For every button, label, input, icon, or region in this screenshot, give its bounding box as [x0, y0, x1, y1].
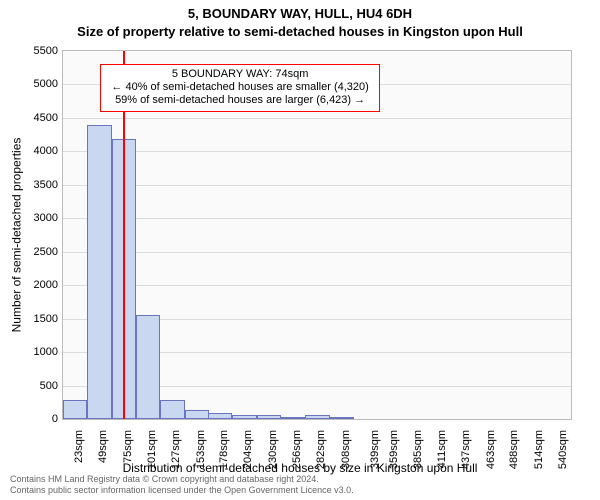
- x-tick-label: 437sqm: [460, 430, 472, 490]
- gridline: [63, 285, 571, 286]
- histogram-bar: [281, 417, 305, 419]
- histogram-bar: [330, 417, 354, 419]
- histogram-bar: [305, 415, 329, 419]
- y-tick-label: 2000: [8, 279, 58, 291]
- plot-area: 5 BOUNDARY WAY: 74sqm← 40% of semi-detac…: [62, 50, 572, 420]
- histogram-bar: [185, 410, 209, 419]
- y-tick-label: 3000: [8, 212, 58, 224]
- x-tick-label: 339sqm: [369, 430, 381, 490]
- histogram-bar: [87, 125, 111, 419]
- gridline: [63, 218, 571, 219]
- y-tick-label: 3500: [8, 179, 58, 191]
- x-tick-label: 385sqm: [412, 430, 424, 490]
- gridline: [63, 185, 571, 186]
- x-tick-label: 359sqm: [388, 430, 400, 490]
- histogram-bar: [257, 415, 281, 419]
- histogram-bar: [136, 315, 160, 419]
- histogram-bar: [63, 400, 87, 419]
- y-tick-label: 0: [8, 413, 58, 425]
- y-tick-label: 500: [8, 380, 58, 392]
- gridline: [63, 118, 571, 119]
- info-box-line: 5 BOUNDARY WAY: 74sqm: [111, 68, 368, 81]
- x-tick-label: 540sqm: [557, 430, 569, 490]
- y-tick-label: 4500: [8, 112, 58, 124]
- x-tick-label: 308sqm: [340, 430, 352, 490]
- x-tick-label: 49sqm: [97, 430, 109, 490]
- x-tick-label: 488sqm: [508, 430, 520, 490]
- y-axis-label-wrap: Number of semi-detached properties: [8, 50, 24, 420]
- gridline: [63, 151, 571, 152]
- y-tick-label: 5500: [8, 45, 58, 57]
- x-tick-label: 463sqm: [485, 430, 497, 490]
- x-tick-label: 127sqm: [170, 430, 182, 490]
- histogram-bar: [208, 413, 232, 419]
- y-tick-label: 1500: [8, 313, 58, 325]
- x-tick-label: 75sqm: [122, 430, 134, 490]
- x-tick-label: 282sqm: [315, 430, 327, 490]
- y-tick-label: 4000: [8, 145, 58, 157]
- x-tick-label: 153sqm: [195, 430, 207, 490]
- x-tick-label: 23sqm: [73, 430, 85, 490]
- chart-stage: 5, BOUNDARY WAY, HULL, HU4 6DH Size of p…: [0, 0, 600, 500]
- histogram-bar: [232, 415, 256, 419]
- y-tick-label: 2500: [8, 246, 58, 258]
- info-box-line: ← 40% of semi-detached houses are smalle…: [111, 81, 368, 94]
- chart-title-2: Size of property relative to semi-detach…: [0, 24, 600, 39]
- x-tick-label: 230sqm: [267, 430, 279, 490]
- info-box-line: 59% of semi-detached houses are larger (…: [111, 94, 368, 107]
- y-tick-label: 1000: [8, 346, 58, 358]
- info-box: 5 BOUNDARY WAY: 74sqm← 40% of semi-detac…: [100, 64, 379, 112]
- chart-title-1: 5, BOUNDARY WAY, HULL, HU4 6DH: [0, 6, 600, 21]
- x-tick-label: 101sqm: [146, 430, 158, 490]
- gridline: [63, 252, 571, 253]
- histogram-bar: [160, 400, 184, 419]
- y-tick-label: 5000: [8, 78, 58, 90]
- y-axis-label: Number of semi-detached properties: [9, 138, 23, 333]
- x-tick-label: 178sqm: [218, 430, 230, 490]
- x-tick-label: 204sqm: [242, 430, 254, 490]
- x-tick-label: 256sqm: [291, 430, 303, 490]
- x-tick-label: 514sqm: [533, 430, 545, 490]
- x-tick-label: 411sqm: [436, 430, 448, 490]
